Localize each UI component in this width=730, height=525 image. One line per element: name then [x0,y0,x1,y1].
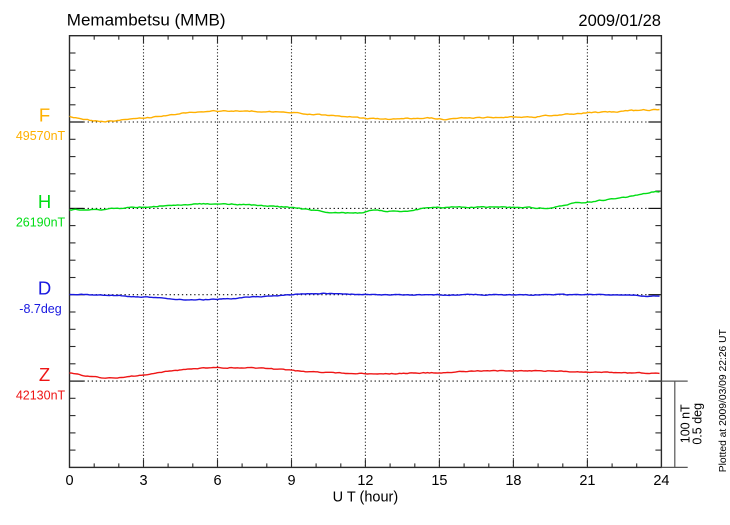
svg-text:2009/01/28: 2009/01/28 [578,12,661,30]
svg-text:100 nT: 100 nT [679,404,693,443]
svg-text:15: 15 [431,473,447,489]
svg-text:0.5 deg: 0.5 deg [691,403,705,445]
svg-text:Z: Z [39,364,50,385]
svg-text:0: 0 [65,473,73,489]
svg-text:-8.7deg: -8.7deg [19,302,61,316]
svg-text:18: 18 [505,473,521,489]
svg-text:26190nT: 26190nT [16,216,66,230]
svg-text:6: 6 [213,473,221,489]
svg-text:3: 3 [139,473,147,489]
svg-text:49570nT: 49570nT [16,129,66,143]
svg-text:12: 12 [357,473,373,489]
svg-text:U T (hour): U T (hour) [333,490,399,506]
svg-text:H: H [38,191,51,212]
svg-text:F: F [39,105,50,126]
svg-text:21: 21 [579,473,595,489]
svg-text:Plotted at 2009/03/09 22:26 UT: Plotted at 2009/03/09 22:26 UT [718,328,729,472]
svg-text:9: 9 [287,473,295,489]
svg-text:Memambetsu (MMB): Memambetsu (MMB) [67,10,226,29]
svg-text:24: 24 [653,473,669,489]
svg-text:D: D [38,277,51,298]
svg-text:42130nT: 42130nT [16,388,66,402]
